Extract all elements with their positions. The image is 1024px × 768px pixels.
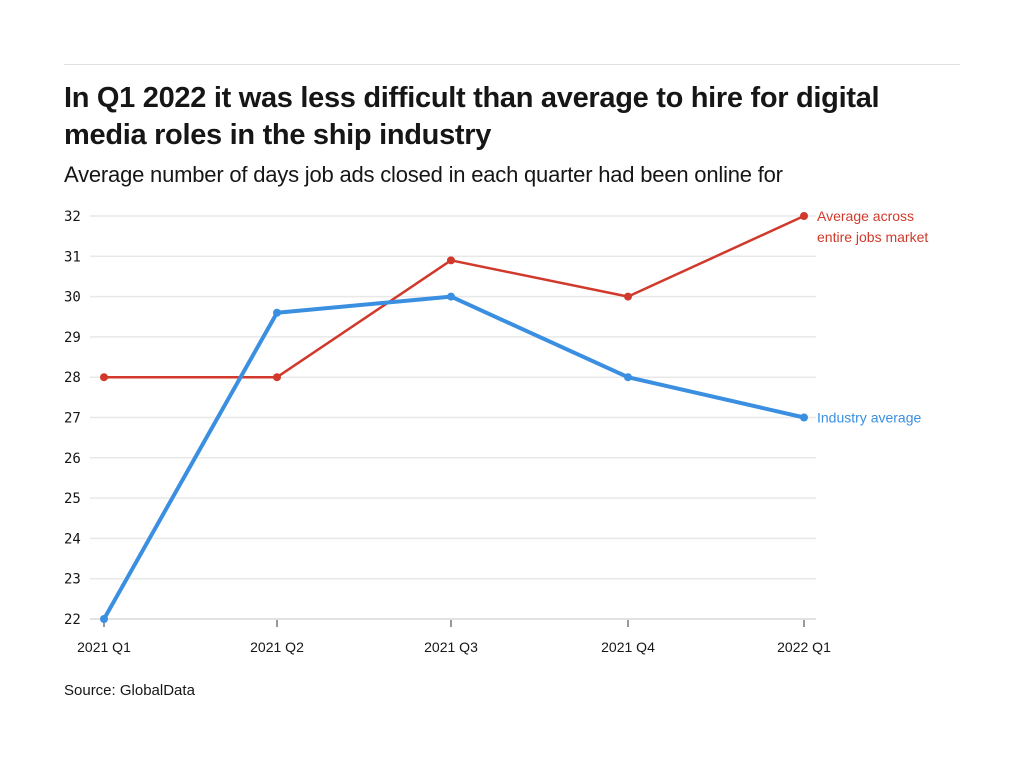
industry-average-point: [100, 615, 108, 623]
series-label: entire jobs market: [817, 229, 928, 245]
y-tick-label: 32: [64, 209, 81, 225]
industry-average-point: [273, 308, 281, 317]
market-average-point: [273, 373, 281, 382]
series-label: Industry average: [817, 410, 921, 426]
industry-average-point: [800, 413, 808, 422]
market-average-point: [624, 292, 632, 301]
chart-subtitle: Average number of days job ads closed in…: [64, 162, 783, 187]
industry-average-point: [447, 292, 455, 301]
y-tick-label: 23: [64, 572, 81, 588]
source-note: Source: GlobalData: [64, 682, 195, 699]
series-label: Average across: [817, 208, 914, 224]
y-tick-label: 30: [64, 290, 81, 306]
market-average-point: [100, 373, 108, 382]
market-average-point: [800, 212, 808, 220]
x-tick-label: 2021 Q2: [250, 639, 304, 655]
y-tick-label: 22: [64, 612, 81, 628]
x-tick-label: 2021 Q3: [424, 639, 478, 655]
y-tick-label: 24: [64, 531, 81, 547]
chart-title: In Q1 2022 it was less difficult than av…: [64, 82, 880, 151]
industry-average-point: [624, 373, 632, 382]
x-tick-label: 2022 Q1: [777, 639, 831, 655]
y-tick-label: 25: [64, 491, 81, 507]
y-tick-label: 27: [64, 411, 81, 427]
y-tick-label: 31: [64, 249, 81, 265]
y-tick-label: 28: [64, 370, 81, 386]
y-tick-label: 29: [64, 330, 81, 346]
y-tick-label: 26: [64, 451, 81, 467]
x-tick-label: 2021 Q4: [601, 639, 655, 655]
market-average-point: [447, 256, 455, 265]
x-tick-label: 2021 Q1: [77, 639, 131, 655]
top-divider: [64, 64, 960, 65]
